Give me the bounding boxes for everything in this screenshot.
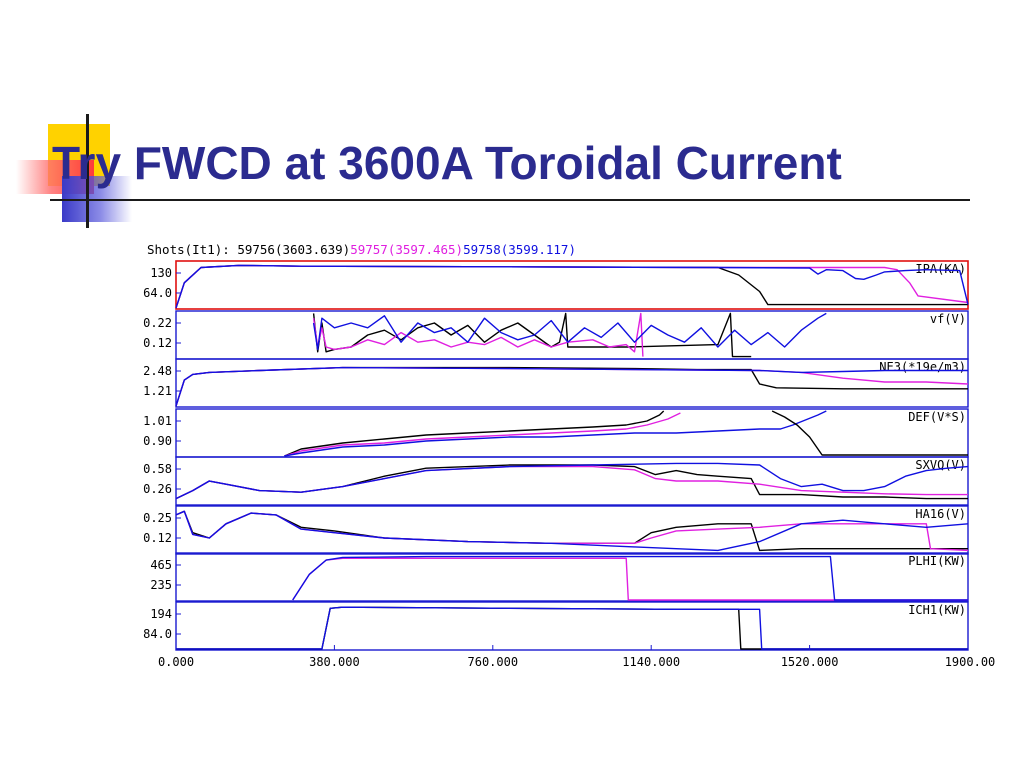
panel-4-ytick-min: 0.26 bbox=[143, 482, 172, 496]
panel-4-ytick-max: 0.58 bbox=[143, 462, 172, 476]
panel-2-series-59757 bbox=[175, 366, 969, 407]
panel-0-series-59756 bbox=[175, 264, 968, 309]
title-underline bbox=[50, 199, 970, 201]
panel-7-ytick-min: 84.0 bbox=[143, 627, 172, 641]
x-tick-label-4: 1520.000 bbox=[781, 655, 839, 669]
panel-2-ytick-max: 2.48 bbox=[143, 364, 172, 378]
panel-0-series-59758 bbox=[175, 264, 969, 309]
panel-frame-2 bbox=[175, 358, 969, 408]
panel-7-series-59758 bbox=[176, 606, 968, 650]
panel-6-series-59758 bbox=[292, 555, 968, 601]
panel-3-series-59758 bbox=[284, 410, 827, 457]
header-shot-2: 59758(3599.117) bbox=[463, 242, 576, 257]
panel-4-series-59758 bbox=[175, 462, 969, 500]
panel-1-ytick-min: 0.12 bbox=[143, 336, 172, 350]
panel-label-5: HA16(V) bbox=[915, 507, 966, 521]
header-shot-0: 59756(3603.639) bbox=[237, 242, 350, 257]
panel-frame-7 bbox=[175, 601, 969, 651]
panel-2-series-59756 bbox=[175, 366, 968, 407]
x-tick-label-2: 760.000 bbox=[468, 655, 519, 669]
panel-1-series-59758 bbox=[312, 312, 827, 351]
panel-5-series-59758 bbox=[175, 510, 969, 552]
panel-3-series-59756 bbox=[284, 410, 665, 457]
panel-frame-3 bbox=[175, 408, 969, 458]
panel-label-4: SXVQ(V) bbox=[915, 458, 966, 472]
panel-frame-1 bbox=[175, 310, 969, 360]
panel-6-series-59757 bbox=[292, 557, 968, 601]
panel-5-ytick-max: 0.25 bbox=[143, 511, 172, 525]
x-tick-label-3: 1140.000 bbox=[622, 655, 680, 669]
panel-3-series-59757 bbox=[284, 412, 681, 457]
panel-3-series-59756b bbox=[771, 410, 968, 456]
panel-6-ytick-min: 235 bbox=[150, 578, 172, 592]
panel-frame-6 bbox=[175, 552, 969, 602]
panel-label-2: NE3(*19e/m3) bbox=[879, 360, 966, 374]
x-tick-label-1: 380.000 bbox=[309, 655, 360, 669]
slide-title: Try FWCD at 3600A Toroidal Current bbox=[52, 137, 842, 189]
panel-frame-0 bbox=[175, 260, 969, 310]
panel-4-series-59756 bbox=[175, 464, 968, 500]
panel-label-0: IPA(KA) bbox=[915, 262, 966, 276]
x-tick-label-0: 0.000 bbox=[158, 655, 194, 669]
chart-header: Shots(It1): 59756(3603.639)59757(3597.46… bbox=[147, 242, 576, 257]
panel-label-1: vf(V) bbox=[930, 312, 966, 326]
panel-frame-4 bbox=[175, 456, 969, 506]
panel-0-ytick-max: 130 bbox=[150, 266, 172, 280]
panel-4-series-59757 bbox=[175, 465, 968, 500]
x-tick-label-5: 1900.00 bbox=[945, 655, 996, 669]
panel-label-7: ICH1(KW) bbox=[908, 603, 966, 617]
panel-2-ytick-min: 1.21 bbox=[143, 384, 172, 398]
panel-6-ytick-max: 465 bbox=[150, 558, 172, 572]
panel-label-3: DEF(V*S) bbox=[908, 410, 966, 424]
panel-5-ytick-min: 0.12 bbox=[143, 531, 172, 545]
panel-0-ytick-min: 64.0 bbox=[143, 286, 172, 300]
panel-2-series-59758 bbox=[175, 366, 968, 407]
panel-label-6: PLHI(KW) bbox=[908, 554, 966, 568]
panel-1-ytick-max: 0.22 bbox=[143, 316, 172, 330]
panel-frame-5 bbox=[175, 505, 969, 555]
header-prefix: Shots(It1): bbox=[147, 242, 237, 257]
panel-7-series-59756 bbox=[176, 606, 968, 650]
decor-vertical-line bbox=[86, 114, 89, 228]
header-shot-1: 59757(3597.465) bbox=[350, 242, 463, 257]
panel-0-series-59757 bbox=[175, 264, 969, 309]
panel-7-ytick-max: 194 bbox=[150, 607, 172, 621]
panel-3-ytick-min: 0.90 bbox=[143, 434, 172, 448]
panel-3-ytick-max: 1.01 bbox=[143, 414, 172, 428]
